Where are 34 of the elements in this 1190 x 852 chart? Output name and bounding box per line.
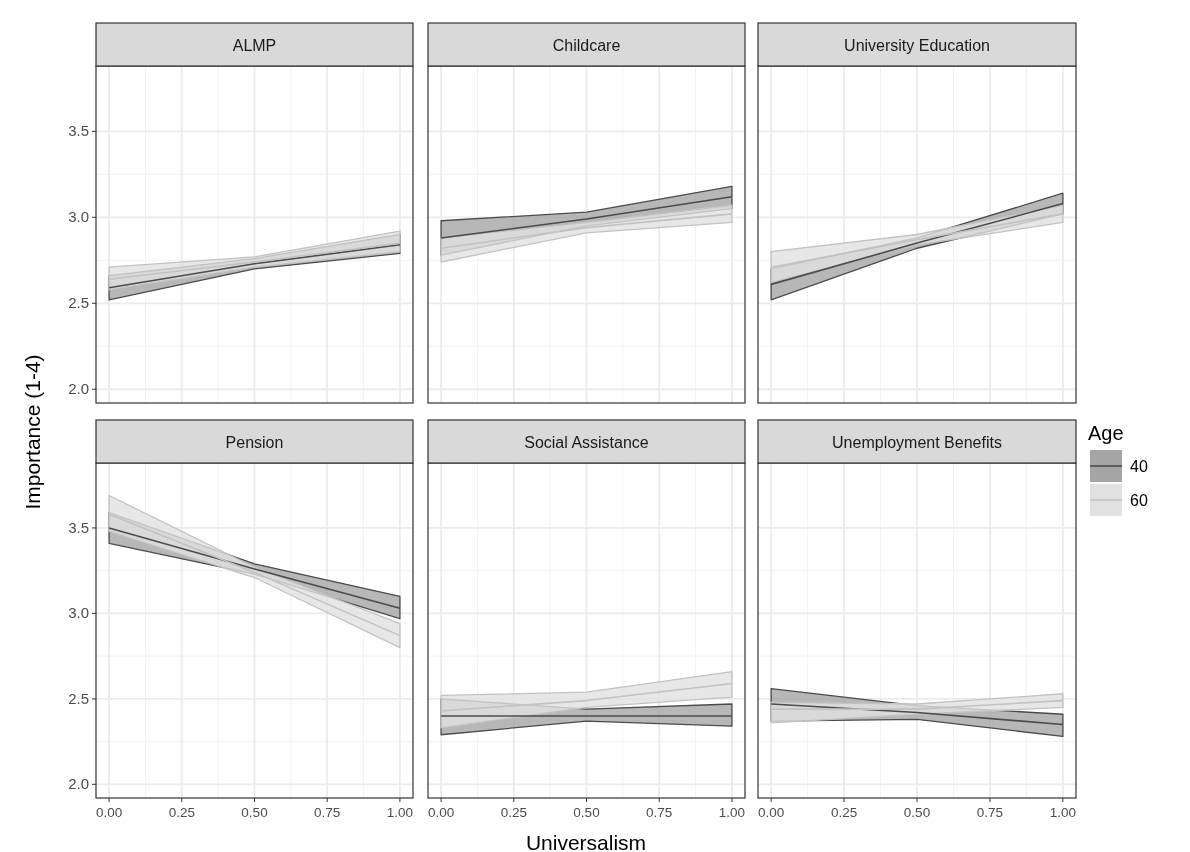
x-tick-label: 1.00 (718, 805, 746, 820)
x-tick-label: 0.75 (646, 805, 673, 820)
y-tick-label: 2.0 (68, 775, 89, 793)
x-tick-label: 0.75 (976, 805, 1004, 820)
x-tick-label: 0.25 (500, 805, 527, 820)
x-tick-label: 0.25 (830, 805, 858, 820)
chart-title: Unemployment Benefits (832, 433, 1002, 451)
legend-label: 40 (1130, 458, 1148, 475)
y-tick-label: 3.5 (68, 122, 89, 140)
chart-title: University Education (844, 36, 990, 54)
x-tick-label: 1.00 (1049, 805, 1077, 820)
y-tick-label: 2.5 (68, 294, 89, 312)
x-tick-label: 0.75 (314, 805, 341, 820)
y-tick-label: 3.0 (68, 208, 89, 226)
x-tick-label: 0.50 (573, 805, 600, 820)
x-axis-title: Universalism (525, 831, 647, 852)
y-tick-label: 2.0 (68, 380, 89, 398)
x-tick-label: 0.50 (241, 805, 268, 820)
chart-title: Social Assistance (524, 433, 649, 451)
legend-label: 60 (1130, 492, 1148, 509)
y-tick-label: 3.5 (68, 518, 89, 536)
x-tick-label: 0.25 (168, 805, 195, 820)
x-tick-label: 0.00 (95, 805, 123, 820)
y-tick-label: 2.5 (68, 689, 89, 707)
x-tick-label: 0.00 (757, 805, 785, 820)
chart-title: Pension (225, 433, 284, 451)
x-tick-label: 0.00 (427, 805, 455, 820)
x-tick-label: 1.00 (386, 805, 414, 820)
chart-title: ALMP (232, 36, 277, 54)
x-tick-label: 0.50 (903, 805, 931, 820)
y-axis-title: Importance (1-4) (21, 354, 44, 510)
y-tick-label: 3.0 (68, 604, 89, 622)
legend-title: Age (1088, 422, 1124, 444)
chart-title: Childcare (552, 36, 621, 54)
